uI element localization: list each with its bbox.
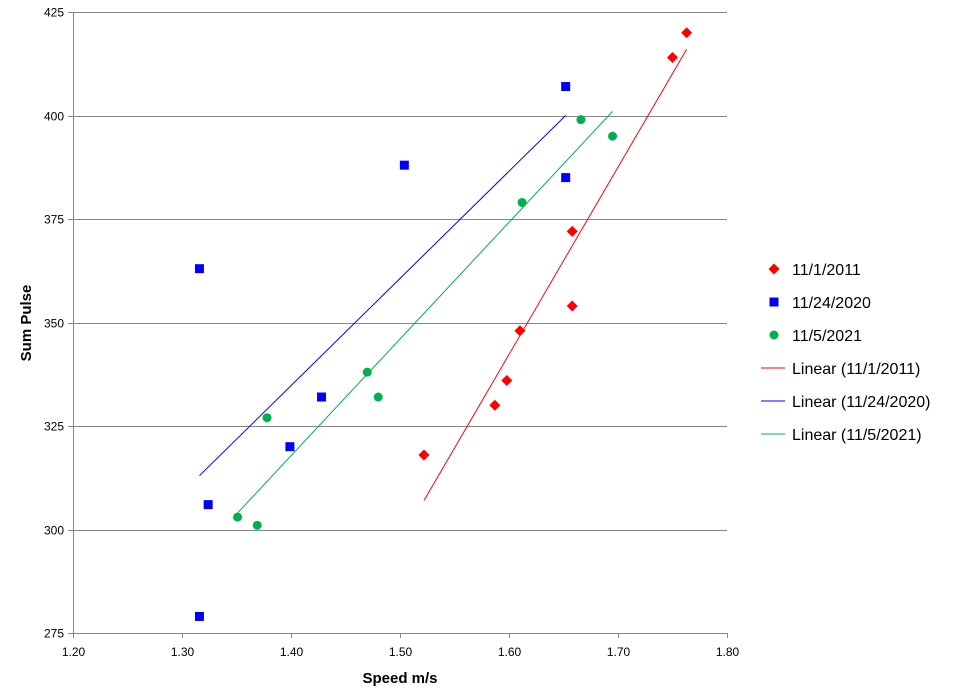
x-tick-label: 1.40 xyxy=(280,645,304,659)
gridlines xyxy=(73,12,727,531)
x-tick-label: 1.30 xyxy=(171,645,195,659)
x-tick-label: 1.80 xyxy=(716,645,740,659)
x-tick-label: 1.20 xyxy=(62,645,86,659)
data-point xyxy=(566,300,578,312)
x-axis-title: Speed m/s xyxy=(362,670,437,687)
data-point xyxy=(517,197,527,207)
x-axis-ticks: 1.20 1.30 1.40 1.50 1.60 1.70 1.80 xyxy=(62,645,740,659)
y-axis-title: Sum Pulse xyxy=(18,285,35,362)
data-point xyxy=(608,131,618,141)
axes xyxy=(68,12,728,638)
data-point xyxy=(561,82,571,92)
y-tick-label: 375 xyxy=(44,213,64,227)
data-point xyxy=(566,225,578,237)
data-point xyxy=(667,52,678,64)
data-point xyxy=(489,399,501,411)
legend-marker xyxy=(769,330,779,340)
x-tick-label: 1.60 xyxy=(498,645,522,659)
data-point xyxy=(194,264,204,274)
data-point xyxy=(681,27,693,39)
data-point xyxy=(252,520,262,530)
trendline xyxy=(423,49,688,501)
data-point xyxy=(194,611,204,621)
data-point xyxy=(576,115,586,125)
data-point xyxy=(262,413,272,423)
data-point xyxy=(501,374,513,386)
data-point xyxy=(362,367,372,377)
y-tick-label: 350 xyxy=(44,317,64,331)
legend-label: Linear (11/1/2011) xyxy=(792,361,920,378)
data-point xyxy=(233,512,243,522)
legend-marker xyxy=(769,297,779,307)
data-point xyxy=(317,392,327,402)
data-point xyxy=(285,442,295,452)
legend-marker xyxy=(768,263,780,275)
data-point xyxy=(561,173,571,183)
y-axis-ticks: 275 300 325 350 375 400 425 xyxy=(44,6,64,641)
y-tick-label: 325 xyxy=(44,420,64,434)
y-tick-label: 400 xyxy=(44,110,64,124)
data-points xyxy=(194,27,693,621)
y-tick-label: 300 xyxy=(44,524,64,538)
data-point xyxy=(514,325,526,337)
y-tick-label: 425 xyxy=(44,6,64,20)
legend-label: Linear (11/5/2021) xyxy=(792,427,922,444)
data-point xyxy=(418,449,430,461)
legend-label: 11/1/2011 xyxy=(792,262,861,279)
data-point xyxy=(399,160,409,170)
data-point xyxy=(373,392,383,402)
legend-label: 11/24/2020 xyxy=(792,295,871,312)
x-tick-label: 1.50 xyxy=(389,645,413,659)
trendline xyxy=(199,115,567,477)
trendlines xyxy=(199,49,688,514)
trendline xyxy=(237,111,613,514)
data-point xyxy=(203,500,213,510)
legend-label: Linear (11/24/2020) xyxy=(792,394,930,411)
x-tick-label: 1.70 xyxy=(607,645,631,659)
y-tick-label: 275 xyxy=(44,627,64,641)
legend: 11/1/2011 11/24/2020 11/5/2021 Linear (11/1… xyxy=(761,262,930,444)
legend-label: 11/5/2021 xyxy=(792,328,862,345)
